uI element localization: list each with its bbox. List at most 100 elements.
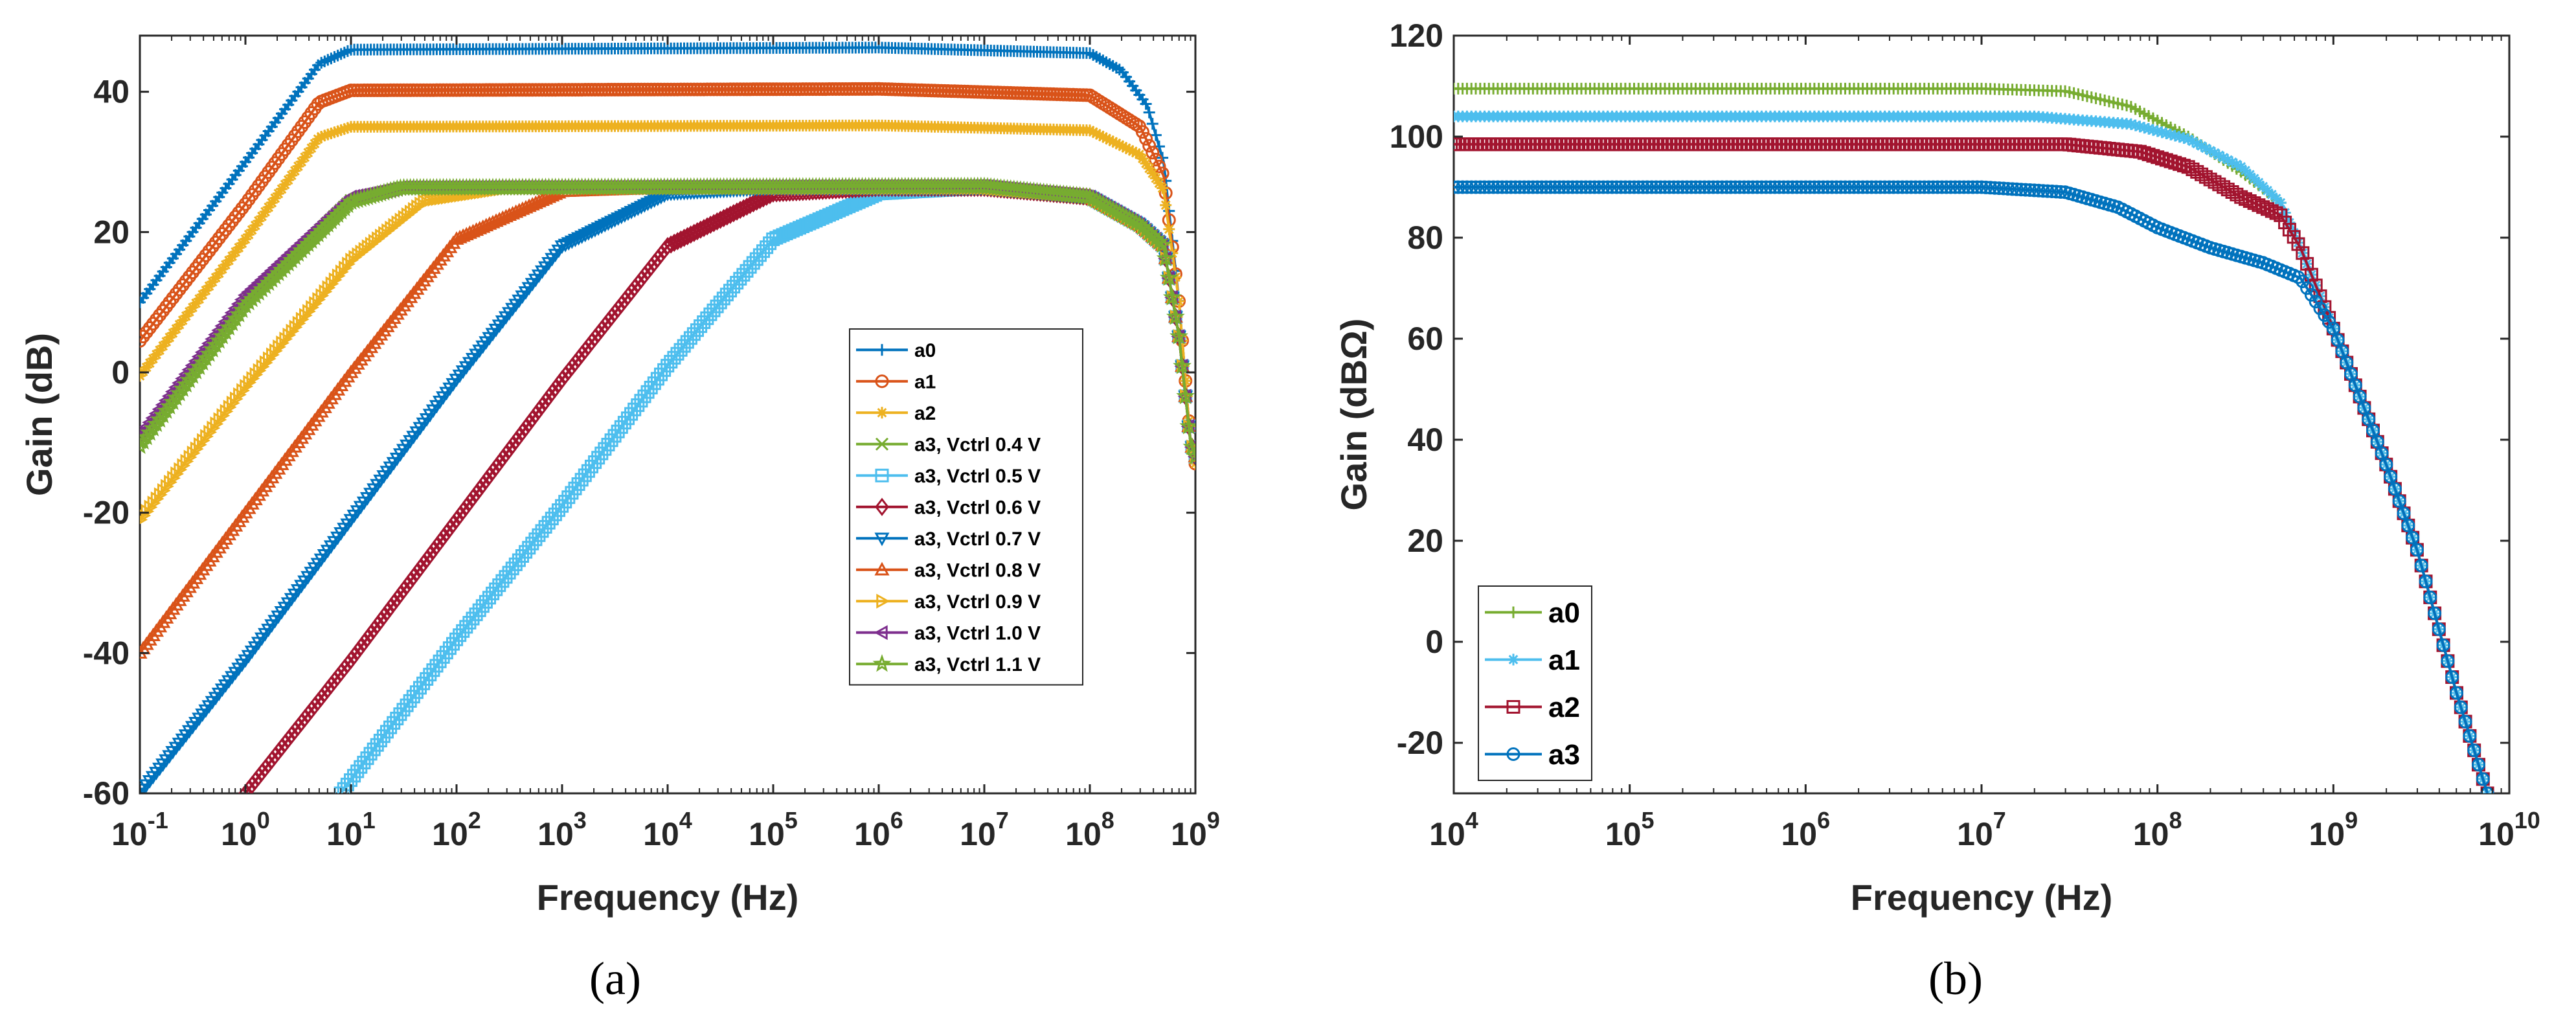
series-marker	[263, 351, 277, 367]
legend-item[interactable]: a3, Vctrl 0.7 V	[856, 528, 1041, 550]
series-marker	[439, 646, 453, 660]
series-marker	[600, 217, 616, 231]
series-marker	[947, 84, 962, 98]
legend-item[interactable]: a0	[1485, 597, 1580, 629]
series-marker	[1711, 180, 1725, 194]
legend-label: a2	[1548, 692, 1580, 723]
series-marker	[581, 337, 596, 356]
series-marker	[319, 130, 331, 142]
series-marker	[852, 82, 866, 96]
series-marker	[479, 83, 493, 97]
series-marker	[486, 83, 500, 97]
series-marker	[357, 756, 371, 769]
y-tick-label: -40	[83, 635, 130, 671]
series-marker	[174, 462, 188, 477]
series-marker	[373, 611, 388, 630]
series-marker	[2203, 172, 2217, 187]
series-marker	[210, 416, 224, 432]
series-marker	[2235, 161, 2247, 173]
series-marker	[2220, 245, 2235, 260]
series-marker	[486, 586, 500, 600]
series-marker	[683, 331, 697, 345]
series-marker	[1136, 152, 1149, 164]
series-marker	[812, 82, 826, 96]
series-marker	[2282, 223, 2296, 237]
series-marker	[396, 580, 411, 599]
series-marker	[895, 82, 909, 96]
series-marker	[431, 191, 445, 207]
series-marker	[578, 468, 592, 482]
legend-item[interactable]: a3, Vctrl 1.1 V	[856, 654, 1041, 675]
series-marker	[643, 196, 659, 210]
series-marker	[2198, 170, 2213, 184]
series-marker	[199, 344, 219, 362]
series-marker	[2239, 192, 2252, 206]
legend-item[interactable]: a2	[1485, 692, 1580, 723]
series-marker	[637, 266, 652, 285]
series-marker	[1979, 180, 1993, 194]
series-marker	[2414, 558, 2428, 572]
series-marker	[207, 420, 221, 436]
series-marker	[315, 288, 330, 304]
series-marker	[1662, 180, 1677, 194]
series-marker	[2071, 189, 2085, 203]
legend-item[interactable]: a3, Vctrl 0.4 V	[856, 434, 1041, 455]
series-marker	[2344, 367, 2358, 381]
series-marker	[473, 83, 487, 97]
series-marker	[819, 209, 833, 223]
legend-item[interactable]: a3, Vctrl 0.9 V	[856, 591, 1041, 613]
series-marker	[2265, 204, 2279, 218]
series-marker	[360, 629, 375, 648]
legend-item[interactable]: a0	[856, 340, 936, 361]
series-marker	[2480, 786, 2494, 793]
series-marker	[297, 709, 312, 728]
series-marker	[186, 361, 206, 380]
series-marker	[354, 637, 368, 657]
series-marker	[200, 429, 214, 444]
series-marker	[1097, 131, 1109, 143]
series-marker	[944, 84, 958, 98]
series-marker	[333, 663, 348, 682]
series-marker	[1596, 180, 1610, 194]
series-marker	[2450, 686, 2464, 700]
series-marker	[2436, 638, 2450, 652]
series-marker	[2313, 301, 2327, 315]
legend-item[interactable]: a2	[856, 403, 936, 424]
legend-item[interactable]: a3, Vctrl 0.6 V	[856, 497, 1041, 518]
series-marker	[535, 524, 549, 538]
series-marker	[578, 341, 593, 359]
legend-item[interactable]: a3, Vctrl 1.0 V	[856, 622, 1041, 644]
series-marker	[1086, 90, 1100, 104]
legend-item[interactable]: a3	[1485, 739, 1580, 771]
series-marker	[390, 83, 404, 97]
series-marker	[2326, 321, 2340, 335]
series-marker	[1724, 180, 1738, 194]
series-marker	[585, 83, 599, 96]
series-marker	[2155, 222, 2169, 236]
series-marker	[295, 312, 310, 327]
series-marker	[332, 125, 344, 137]
series-marker	[661, 359, 675, 373]
series-marker	[459, 497, 474, 516]
series-marker	[1522, 180, 1536, 194]
legend-b: a0 a1 a2 a3	[1478, 585, 1592, 781]
series-marker	[588, 455, 602, 470]
legend-item[interactable]: a3, Vctrl 0.8 V	[856, 560, 1041, 581]
series-marker	[347, 646, 361, 665]
series-marker	[1856, 180, 1870, 194]
series-marker	[1160, 199, 1172, 211]
legend-item[interactable]: a1	[856, 371, 936, 392]
series-marker	[292, 315, 306, 331]
series-marker	[442, 641, 457, 655]
series-marker	[839, 82, 853, 96]
legend-item[interactable]: a1	[1485, 644, 1580, 676]
series-marker	[1992, 181, 2006, 196]
series-marker	[584, 332, 599, 352]
series-marker	[1794, 180, 1809, 194]
legend-item[interactable]: a3, Vctrl 0.5 V	[856, 466, 1041, 487]
series-marker	[522, 414, 536, 433]
series-marker	[918, 84, 932, 97]
series-marker	[420, 672, 434, 686]
series-marker	[157, 482, 171, 499]
series-marker	[344, 773, 357, 788]
